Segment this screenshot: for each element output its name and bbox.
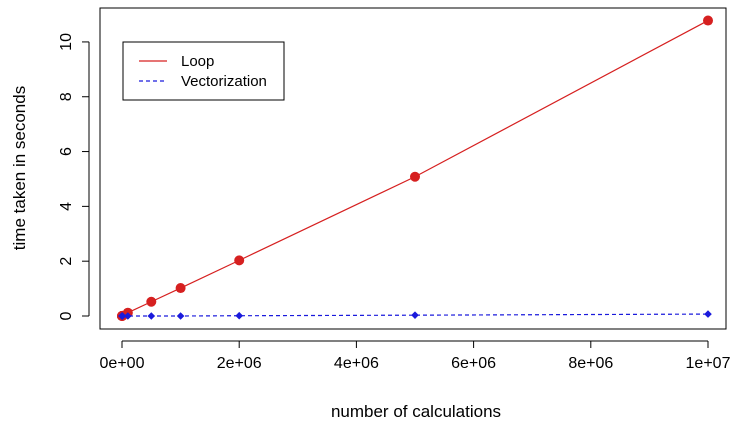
legend-label: Vectorization (181, 73, 267, 90)
x-tick-label: 4e+06 (334, 355, 379, 372)
data-point-loop (410, 171, 420, 182)
data-point-vectorization (147, 312, 156, 320)
legend: Loop Vectorization (122, 41, 285, 101)
data-point-loop (234, 255, 245, 266)
legend-box (122, 41, 285, 101)
plot-frame (99, 7, 727, 330)
x-tick-label: 2e+06 (217, 355, 262, 372)
x-tick-label: 1e+07 (686, 355, 731, 372)
y-tick-label: 6 (58, 147, 75, 156)
data-point-vectorization (235, 311, 243, 320)
data-point-vectorization (411, 311, 419, 319)
data-point-loop (175, 283, 186, 294)
data-point-vectorization (176, 312, 185, 320)
y-axis-title: time taken in seconds (10, 86, 29, 250)
x-axis-title: number of calculations (331, 402, 501, 421)
plot-marks (117, 15, 713, 321)
x-tick-label: 6e+06 (451, 355, 496, 372)
data-point-loop (146, 296, 157, 307)
y-tick-label: 4 (58, 202, 75, 211)
data-point-vectorization (704, 310, 712, 318)
y-tick-label: 2 (58, 257, 75, 266)
axes: 0e+00 2e+06 4e+06 6e+06 8e+06 1e+07 0 2 4 6 8 10 num… (10, 7, 731, 421)
legend-label: Loop (181, 53, 214, 70)
y-tick-label: 0 (58, 311, 75, 320)
data-point-vectorization (124, 312, 132, 320)
data-point-loop (703, 15, 713, 26)
data-point-vectorization (118, 312, 127, 320)
y-tick-label: 10 (58, 33, 75, 51)
x-tick-label: 0e+00 (100, 355, 145, 372)
x-tick-label: 8e+06 (568, 355, 613, 372)
y-tick-label: 8 (58, 92, 75, 101)
